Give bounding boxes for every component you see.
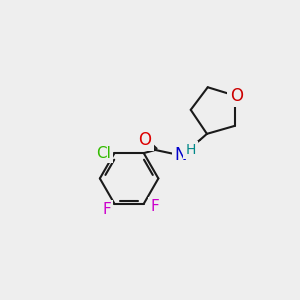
Text: O: O	[230, 86, 243, 104]
Text: H: H	[185, 143, 196, 157]
Text: F: F	[150, 200, 159, 214]
Text: O: O	[138, 131, 151, 149]
Text: N: N	[175, 146, 187, 164]
Text: F: F	[102, 202, 111, 217]
Text: Cl: Cl	[96, 146, 111, 160]
